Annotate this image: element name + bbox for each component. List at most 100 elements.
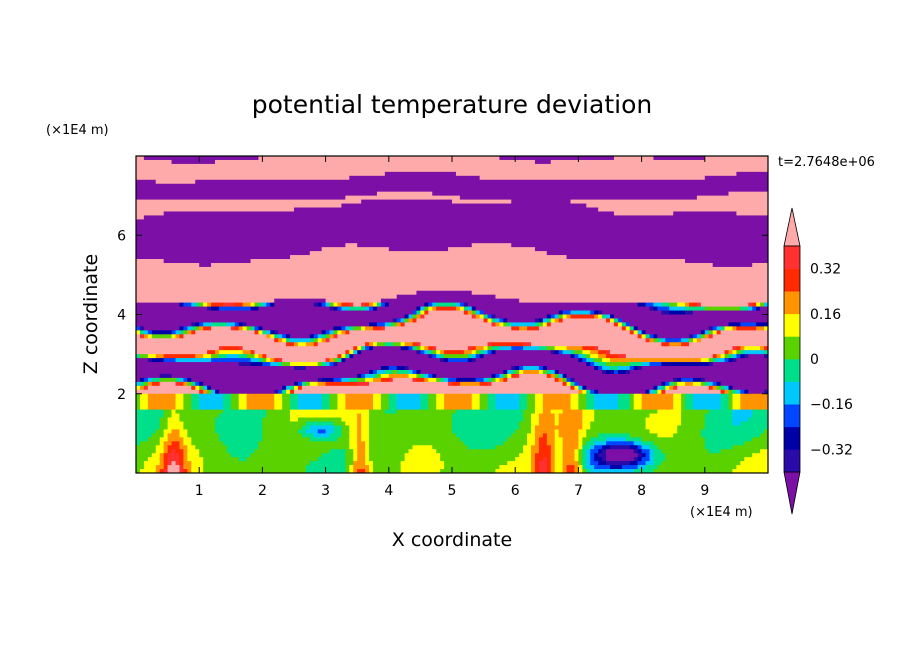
contour-cell	[546, 373, 552, 379]
contour-cell	[369, 342, 374, 347]
contour-cell	[665, 338, 682, 343]
contour-cell	[266, 358, 271, 363]
contour-cell	[290, 397, 299, 403]
contour-cell	[602, 457, 607, 462]
contour-cell	[191, 381, 196, 387]
contour-cell	[570, 377, 575, 383]
y-tick-label: 2	[117, 387, 126, 403]
contour-cell	[333, 358, 338, 363]
contour-cell	[369, 433, 457, 438]
contour-cell	[376, 191, 433, 197]
contour-cell	[586, 457, 591, 462]
contour-cell	[396, 409, 457, 414]
contour-cell	[436, 302, 457, 307]
contour-cell	[175, 409, 224, 414]
contour-cell	[369, 425, 453, 430]
contour-cell	[136, 274, 768, 280]
contour-cell	[388, 377, 394, 383]
contour-cell	[282, 405, 291, 410]
contour-cell	[136, 175, 350, 181]
contour-cell	[704, 334, 710, 339]
contour-cell	[432, 445, 469, 450]
contour-cell	[692, 381, 702, 387]
contour-cell	[645, 417, 682, 422]
contour-cell	[610, 445, 631, 450]
contour-cell	[384, 409, 398, 414]
contour-cell	[685, 381, 694, 387]
contour-cell	[317, 302, 323, 307]
contour-cell	[290, 255, 567, 260]
contour-cell	[325, 429, 334, 434]
contour-cell	[507, 369, 512, 375]
contour-cell	[708, 449, 721, 454]
contour-cell	[365, 342, 370, 347]
contour-cell	[333, 306, 338, 311]
contour-cell	[554, 461, 563, 466]
contour-cell	[491, 314, 496, 319]
contour-cell	[542, 369, 548, 375]
contour-cell	[499, 322, 504, 327]
contour-cell	[554, 437, 563, 442]
contour-cell	[562, 318, 607, 323]
contour-cell	[195, 302, 200, 307]
contour-cell	[136, 457, 149, 462]
contour-cell	[432, 306, 437, 311]
contour-cell	[471, 306, 477, 311]
contour-cell	[511, 373, 516, 379]
contour-cell	[258, 330, 263, 335]
contour-cell	[258, 326, 263, 331]
contour-cell	[369, 449, 409, 454]
contour-cell	[673, 393, 682, 399]
contour-cell	[645, 453, 650, 458]
contour-cell	[357, 421, 362, 426]
contour-cell	[661, 338, 666, 343]
contour-cell	[692, 401, 721, 407]
contour-cell	[392, 342, 402, 347]
contour-cell	[554, 350, 560, 355]
contour-cell	[392, 369, 398, 375]
contour-cell	[333, 362, 338, 367]
contour-cell	[444, 465, 500, 470]
contour-cell	[653, 334, 658, 339]
contour-cell	[613, 369, 619, 375]
contour-cell	[412, 377, 417, 383]
contour-cell	[179, 461, 184, 466]
contour-cell	[199, 326, 204, 331]
contour-cell	[199, 322, 204, 327]
contour-cell	[424, 302, 429, 307]
contour-cell	[136, 195, 346, 200]
contour-cell	[313, 433, 330, 438]
contour-cell	[594, 366, 599, 371]
contour-cell	[546, 322, 552, 327]
contour-cell	[455, 171, 737, 177]
contour-cell	[629, 326, 635, 331]
contour-cell	[211, 358, 251, 363]
contour-cell	[155, 445, 165, 450]
contour-cell	[274, 393, 283, 399]
contour-cell	[136, 298, 275, 304]
contour-cell	[278, 338, 283, 343]
contour-cell	[748, 302, 753, 307]
contour-cell	[357, 469, 366, 473]
contour-cell	[692, 310, 768, 315]
contour-cell	[266, 413, 291, 418]
contour-cell	[183, 469, 188, 473]
contour-cell	[515, 429, 532, 434]
contour-cell	[187, 433, 220, 438]
contour-cell	[641, 453, 646, 458]
contour-cell	[641, 330, 646, 335]
contour-cell	[720, 330, 768, 335]
contour-cell	[531, 342, 662, 347]
contour-cell	[471, 354, 477, 359]
contour-cell	[471, 346, 477, 351]
contour-cell	[199, 405, 224, 410]
contour-cell	[250, 358, 259, 363]
contour-cell	[416, 373, 421, 379]
contour-cell	[369, 457, 405, 462]
contour-cell	[349, 377, 358, 383]
contour-cell	[657, 409, 682, 414]
contour-cell	[653, 469, 733, 473]
contour-cell	[724, 389, 729, 395]
contour-cell	[305, 429, 319, 434]
contour-cell	[317, 457, 346, 462]
